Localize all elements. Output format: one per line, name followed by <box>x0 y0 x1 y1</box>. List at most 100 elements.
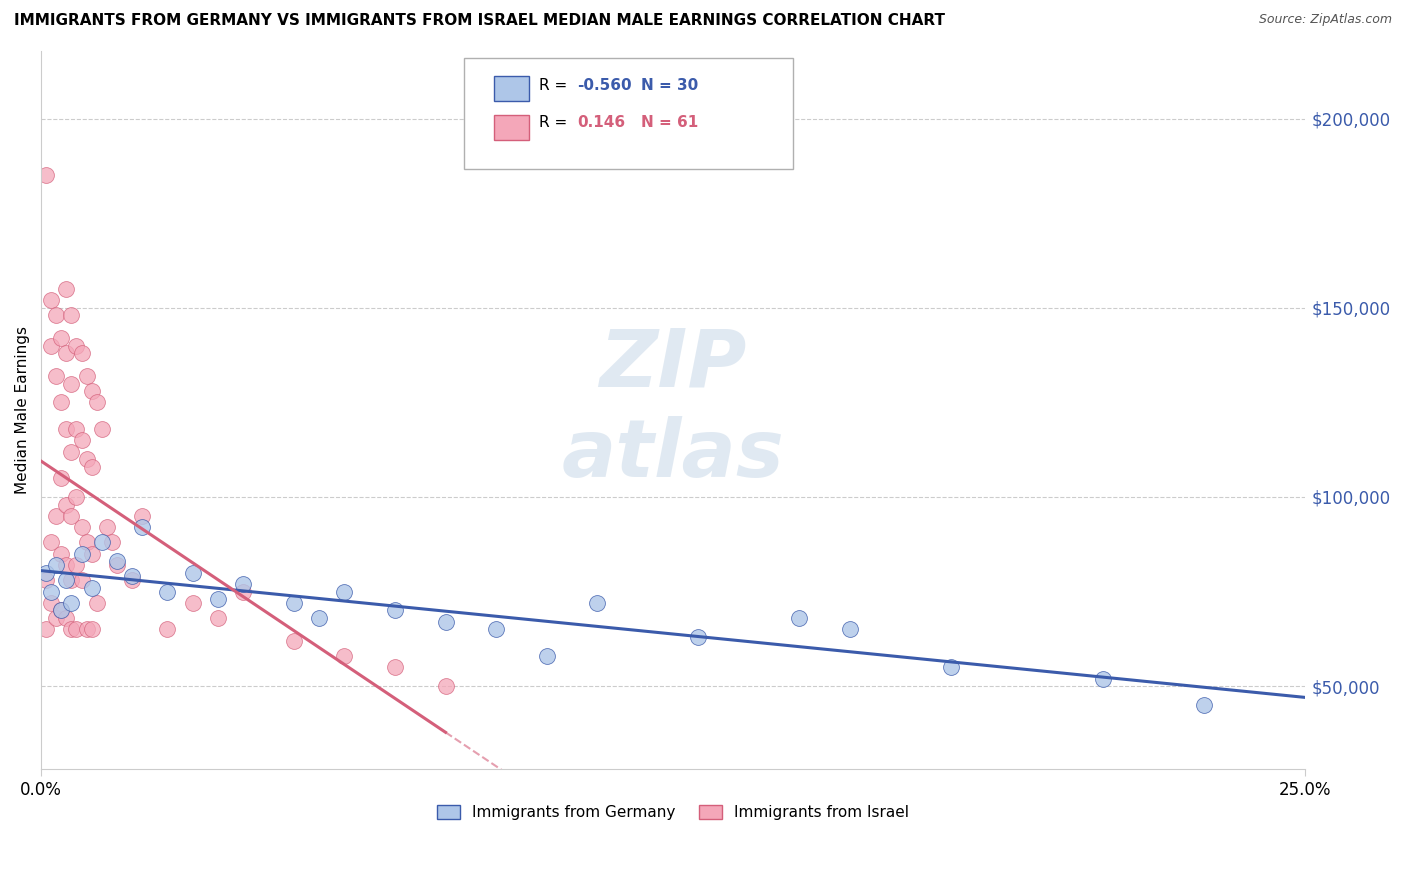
Point <box>333 648 356 663</box>
Point <box>485 623 508 637</box>
Point <box>688 630 710 644</box>
Point <box>101 535 124 549</box>
Point <box>60 573 83 587</box>
Point <box>308 611 330 625</box>
Point <box>55 282 77 296</box>
Point <box>86 596 108 610</box>
Text: R =: R = <box>538 115 567 130</box>
Point <box>232 577 254 591</box>
Point <box>60 376 83 391</box>
Point <box>60 596 83 610</box>
Point <box>51 603 73 617</box>
Point <box>35 623 58 637</box>
Point <box>207 592 229 607</box>
Text: 0.146: 0.146 <box>576 115 626 130</box>
Point <box>51 331 73 345</box>
Point <box>55 558 77 572</box>
Point <box>39 293 62 308</box>
Point <box>60 444 83 458</box>
Point <box>60 623 83 637</box>
Point <box>35 573 58 587</box>
Point <box>207 611 229 625</box>
Point <box>55 611 77 625</box>
Point <box>105 558 128 572</box>
Point <box>90 422 112 436</box>
Point <box>39 339 62 353</box>
Point <box>45 558 67 572</box>
FancyBboxPatch shape <box>494 115 529 140</box>
Point <box>586 596 609 610</box>
Text: Source: ZipAtlas.com: Source: ZipAtlas.com <box>1258 13 1392 27</box>
Point <box>39 535 62 549</box>
Point <box>80 581 103 595</box>
Point <box>105 554 128 568</box>
Point <box>55 498 77 512</box>
Point <box>181 566 204 580</box>
Point <box>86 395 108 409</box>
Point <box>434 679 457 693</box>
Point <box>76 368 98 383</box>
Point <box>76 452 98 467</box>
Text: N = 61: N = 61 <box>641 115 699 130</box>
Point <box>65 623 87 637</box>
Point <box>80 459 103 474</box>
Point <box>51 471 73 485</box>
Point <box>39 584 62 599</box>
Point <box>384 660 406 674</box>
Point <box>45 611 67 625</box>
Point <box>45 508 67 523</box>
Point <box>55 346 77 360</box>
Point <box>60 309 83 323</box>
Point <box>45 309 67 323</box>
Point <box>70 434 93 448</box>
Point <box>90 535 112 549</box>
Point <box>1091 672 1114 686</box>
Point <box>70 520 93 534</box>
Point <box>156 623 179 637</box>
Text: ZIP
atlas: ZIP atlas <box>561 326 785 494</box>
Point <box>156 584 179 599</box>
Point <box>76 535 98 549</box>
Point <box>789 611 811 625</box>
Point <box>131 508 153 523</box>
Point <box>80 547 103 561</box>
Y-axis label: Median Male Earnings: Median Male Earnings <box>15 326 30 494</box>
Point <box>131 520 153 534</box>
Text: R =: R = <box>538 78 567 93</box>
FancyBboxPatch shape <box>494 76 529 101</box>
Point <box>939 660 962 674</box>
Point <box>65 339 87 353</box>
Text: -0.560: -0.560 <box>576 78 631 93</box>
Point <box>70 346 93 360</box>
Point <box>51 603 73 617</box>
Point <box>384 603 406 617</box>
Point <box>70 547 93 561</box>
Point <box>51 395 73 409</box>
Point <box>283 633 305 648</box>
Point <box>35 169 58 183</box>
Point <box>181 596 204 610</box>
Point <box>283 596 305 610</box>
Point <box>839 623 862 637</box>
Point <box>434 615 457 629</box>
Point <box>76 623 98 637</box>
Point <box>35 566 58 580</box>
Point <box>1192 698 1215 712</box>
Legend: Immigrants from Germany, Immigrants from Israel: Immigrants from Germany, Immigrants from… <box>432 799 915 826</box>
Point <box>45 368 67 383</box>
Point <box>65 490 87 504</box>
Point <box>55 422 77 436</box>
Point <box>232 584 254 599</box>
Point <box>39 596 62 610</box>
Point <box>121 573 143 587</box>
Point <box>333 584 356 599</box>
Point <box>80 384 103 398</box>
Point <box>70 573 93 587</box>
Point <box>80 623 103 637</box>
Point <box>51 547 73 561</box>
Point <box>55 573 77 587</box>
Point <box>536 648 558 663</box>
Point <box>65 422 87 436</box>
FancyBboxPatch shape <box>464 58 793 169</box>
Point <box>121 569 143 583</box>
